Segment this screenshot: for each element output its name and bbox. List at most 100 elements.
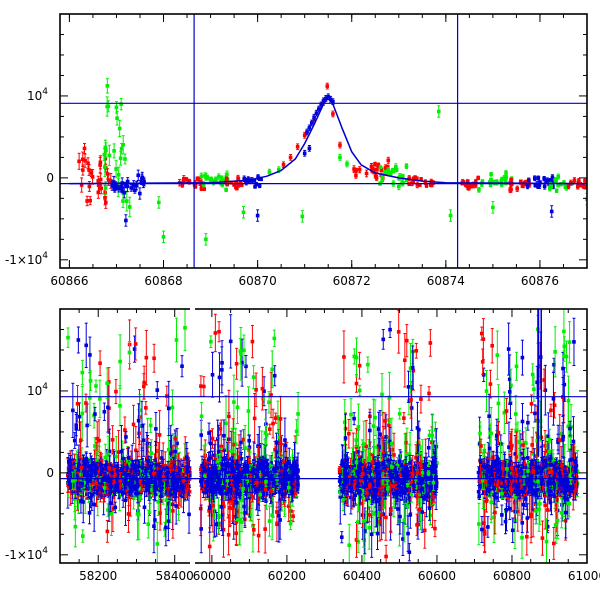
green-data-point bbox=[345, 160, 349, 168]
red-data-point bbox=[422, 512, 427, 549]
green-data-point bbox=[88, 369, 92, 427]
green-data-point bbox=[477, 186, 481, 193]
red-data-point bbox=[433, 520, 437, 538]
red-data-point bbox=[481, 318, 486, 361]
green-data-point bbox=[566, 400, 570, 452]
blue-data-point bbox=[124, 431, 128, 443]
blue-data-point bbox=[302, 149, 307, 157]
red-data-point bbox=[525, 517, 529, 556]
red-data-point bbox=[583, 184, 587, 190]
green-data-point bbox=[347, 523, 352, 563]
red-data-point bbox=[540, 520, 545, 556]
red-data-point bbox=[411, 350, 416, 391]
green-data-point bbox=[127, 196, 132, 218]
x-tick-label: 61000 bbox=[568, 569, 600, 583]
red-data-point bbox=[96, 186, 101, 199]
blue-data-point bbox=[307, 145, 312, 152]
x-tick-label: 58200 bbox=[79, 569, 117, 583]
red-data-point bbox=[83, 153, 87, 168]
y-tick-label: -1×104 bbox=[5, 546, 48, 562]
blue-data-point bbox=[166, 380, 171, 437]
green-data-point bbox=[118, 334, 122, 389]
red-data-point bbox=[476, 175, 480, 181]
green-data-point bbox=[80, 359, 85, 386]
green-data-point bbox=[387, 371, 392, 423]
green-data-point bbox=[214, 176, 218, 183]
green-outlier-point bbox=[448, 209, 453, 222]
red-data-point bbox=[196, 176, 201, 182]
red-data-point bbox=[368, 482, 372, 489]
green-outlier-point bbox=[585, 192, 587, 206]
red-data-point bbox=[152, 343, 156, 373]
red-data-point bbox=[566, 183, 571, 190]
blue-data-point bbox=[88, 336, 92, 374]
red-data-point bbox=[144, 329, 149, 386]
green-data-point bbox=[116, 166, 121, 184]
green-outlier-point bbox=[204, 233, 208, 246]
x-tick-label: 60868 bbox=[144, 274, 182, 288]
green-outlier-point bbox=[436, 105, 441, 118]
blue-data-point bbox=[500, 504, 504, 526]
blue-data-point bbox=[136, 403, 141, 439]
green-data-point bbox=[338, 154, 342, 161]
green-data-point bbox=[366, 356, 370, 373]
green-data-point bbox=[183, 309, 187, 352]
red-data-point bbox=[224, 176, 229, 182]
green-data-point bbox=[94, 379, 98, 393]
blue-data-point bbox=[210, 351, 215, 398]
red-data-point bbox=[529, 394, 534, 414]
blue-data-point bbox=[550, 174, 555, 181]
axis-break-bottom bbox=[190, 561, 195, 565]
green-data-point bbox=[380, 176, 385, 184]
red-data-point bbox=[105, 520, 110, 543]
blue-data-point bbox=[527, 178, 531, 182]
blue-data-point bbox=[525, 503, 530, 533]
green-data-point bbox=[217, 173, 221, 181]
red-data-point bbox=[256, 518, 261, 553]
red-data-point bbox=[98, 350, 102, 377]
x-tick-label: 60400 bbox=[343, 569, 381, 583]
red-data-point bbox=[82, 142, 87, 154]
blue-data-point bbox=[397, 458, 402, 465]
blue-data-point bbox=[340, 531, 344, 544]
blue-data-point bbox=[187, 494, 191, 534]
green-data-point bbox=[209, 176, 214, 182]
red-data-point bbox=[295, 143, 300, 151]
blue-data-point bbox=[406, 370, 411, 403]
top-panel-zoom-light-curve: 60866 60868 60870 60872 60874 60876 -1×104 0 104 bbox=[5, 13, 588, 288]
green-data-point bbox=[514, 351, 519, 381]
red-data-point bbox=[88, 196, 92, 206]
red-data-point bbox=[81, 164, 85, 176]
green-data-point bbox=[556, 173, 561, 180]
red-data-point bbox=[165, 385, 169, 407]
green-data-point bbox=[548, 185, 552, 192]
green-data-point bbox=[288, 517, 293, 531]
blue-data-point bbox=[72, 432, 77, 449]
green-outlier-point bbox=[157, 196, 161, 209]
red-data-point bbox=[509, 185, 513, 193]
blue-data-point bbox=[113, 501, 118, 514]
green-data-point bbox=[98, 379, 102, 419]
red-data-point bbox=[354, 172, 358, 179]
red-data-point bbox=[404, 324, 409, 358]
green-data-point bbox=[251, 365, 256, 390]
plot-frame bbox=[59, 13, 588, 269]
green-outlier-point bbox=[491, 201, 495, 214]
red-data-point bbox=[354, 168, 358, 173]
green-data-point bbox=[127, 340, 132, 365]
x-tick-label: 60000 bbox=[193, 569, 231, 583]
blue-outlier-point bbox=[255, 209, 260, 222]
green-data-point bbox=[394, 163, 398, 171]
green-data-point bbox=[484, 369, 489, 413]
x-tick-label: 60800 bbox=[493, 569, 531, 583]
green-data-point bbox=[504, 170, 508, 176]
red-data-point bbox=[227, 389, 231, 444]
red-data-point bbox=[364, 169, 369, 178]
blue-data-point bbox=[199, 504, 203, 554]
green-data-point bbox=[267, 505, 272, 537]
red-data-point bbox=[384, 544, 388, 563]
x-tick-label: 60876 bbox=[521, 274, 559, 288]
blue-data-point bbox=[542, 176, 546, 182]
blue-data-point bbox=[247, 434, 252, 448]
